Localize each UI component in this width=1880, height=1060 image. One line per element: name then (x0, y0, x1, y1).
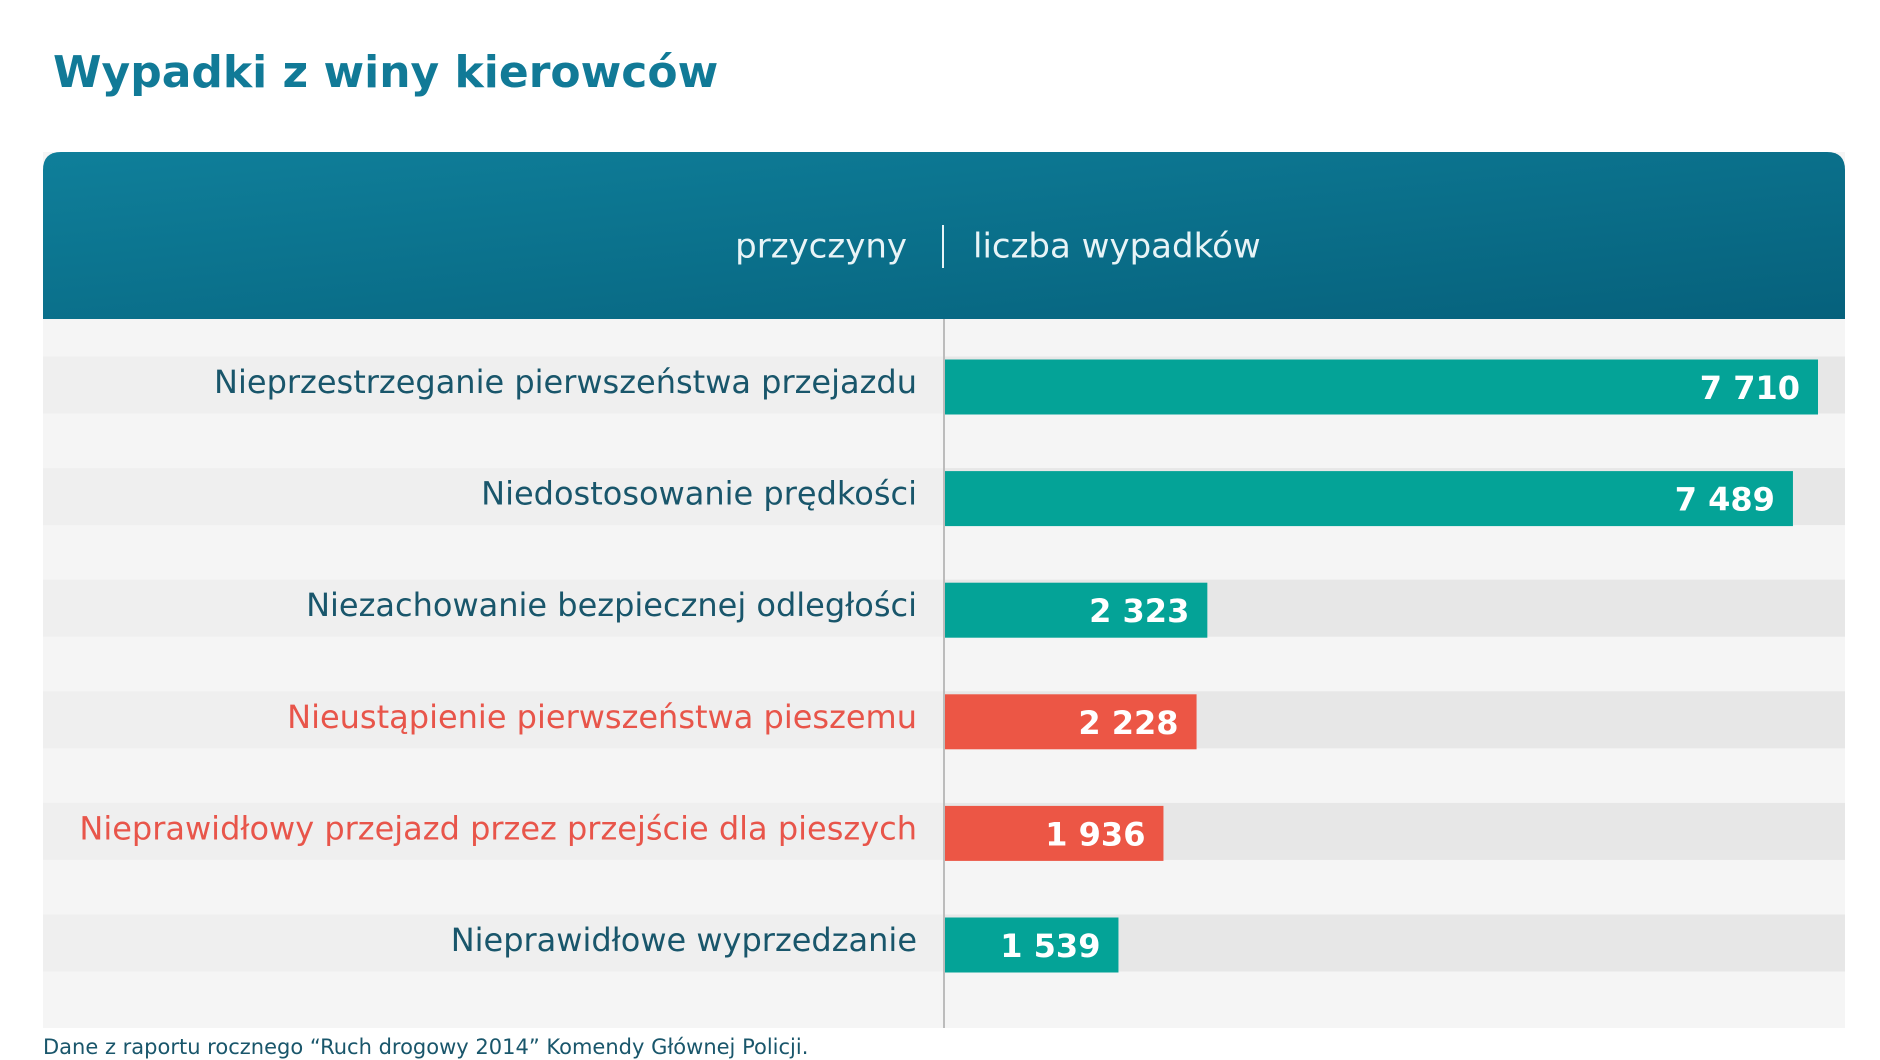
column-header: liczba wypadków (973, 227, 1261, 267)
bar (944, 805, 1164, 861)
category-label: Nieustąpienie pierwszeństwa pieszemu (287, 698, 917, 736)
row-stripe (43, 356, 944, 414)
value-label: 1 936 (1045, 815, 1145, 853)
value-label: 7 710 (1700, 369, 1800, 407)
category-label: Niezachowanie bezpiecznej odległości (306, 586, 917, 624)
chart-title: Wypadki z winy kierowców (53, 47, 718, 98)
category-label: Nieprzestrzeganie pierwszeństwa przejazd… (214, 363, 917, 401)
row-stripe (43, 802, 944, 860)
category-label: Niedostosowanie prędkości (481, 475, 917, 513)
row-stripe (43, 468, 944, 526)
row-stripe (43, 914, 944, 972)
bar (944, 471, 1793, 527)
bar (944, 582, 1208, 638)
source-note: Dane z raportu rocznego “Ruch drogowy 20… (43, 1035, 808, 1059)
row-stripe (43, 579, 944, 637)
row-stripe (43, 691, 944, 749)
value-label: 1 539 (1000, 927, 1100, 965)
bar (944, 694, 1197, 750)
bar (944, 359, 1818, 415)
category-label: Nieprawidłowe wyprzedzanie (451, 921, 917, 959)
bar (944, 917, 1119, 973)
column-header: przyczyny (735, 227, 907, 267)
rows: Nieprzestrzeganie pierwszeństwa przejazd… (43, 356, 1845, 973)
value-label: 7 489 (1675, 481, 1775, 519)
value-label: 2 228 (1078, 704, 1178, 742)
category-label: Nieprawidłowy przejazd przez przejście d… (79, 809, 917, 847)
value-label: 2 323 (1089, 592, 1189, 630)
